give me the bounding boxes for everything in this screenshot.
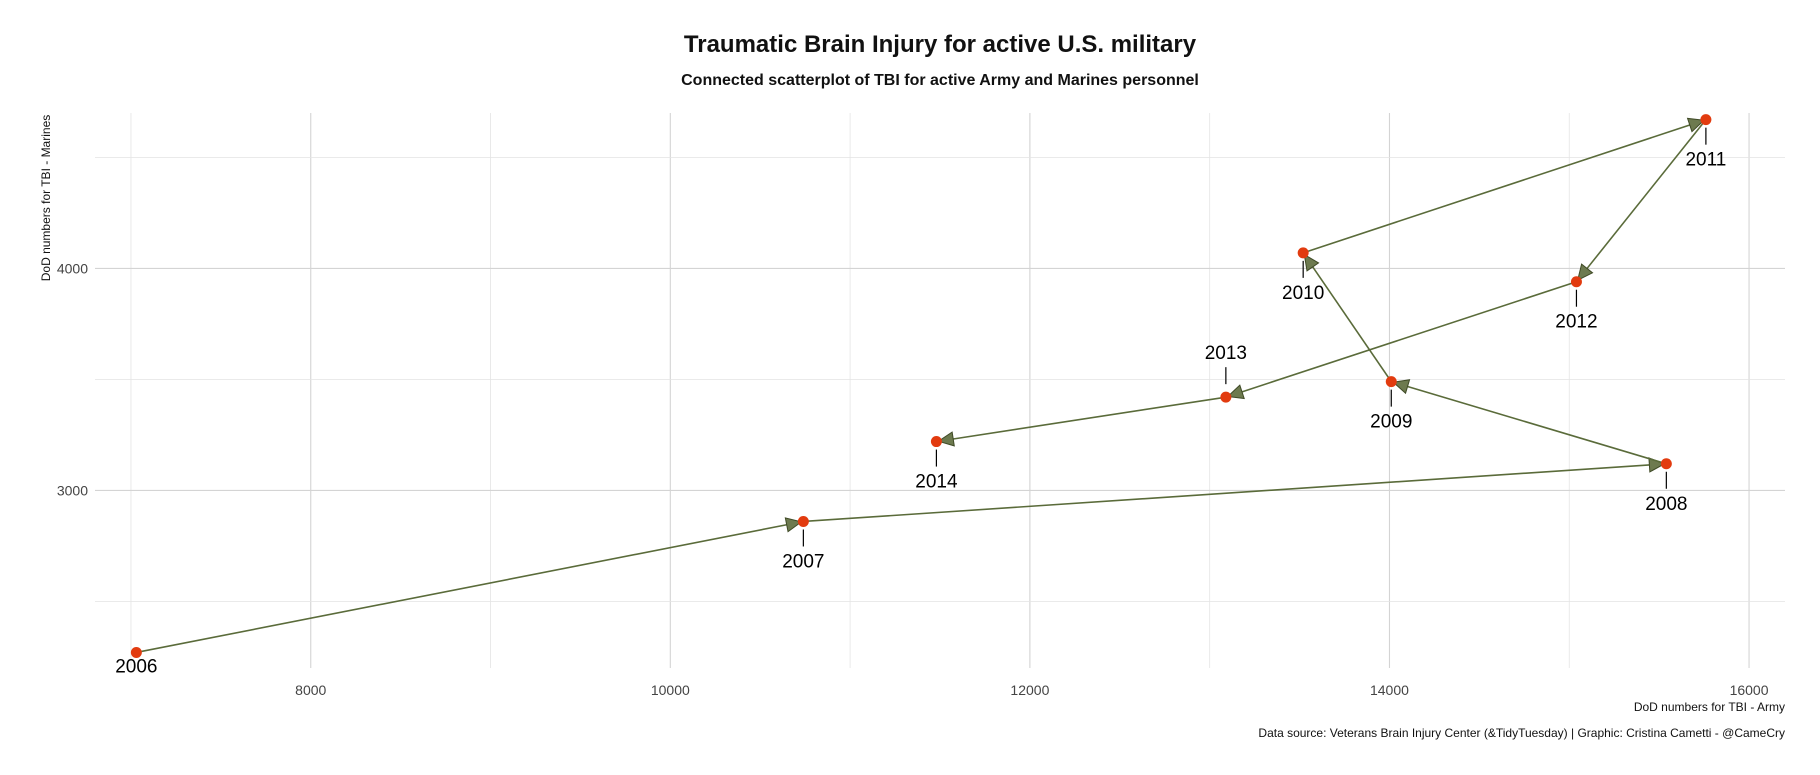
- chart-subtitle: Connected scatterplot of TBI for active …: [681, 72, 1199, 89]
- axis-ticks: 8000 10000 12000 14000 16000 3000 4000: [57, 260, 1769, 698]
- data-point-2010: [1297, 247, 1309, 259]
- point-label-2013: 2013: [1205, 343, 1247, 364]
- point-label-2012: 2012: [1555, 312, 1597, 333]
- data-point-2009: [1385, 376, 1397, 388]
- x-tick-label: 12000: [1010, 682, 1049, 698]
- grid: [95, 113, 1785, 668]
- connector-segment: [953, 396, 1226, 440]
- connector-segment: [1241, 280, 1577, 393]
- chart-title: Traumatic Brain Injury for active U.S. m…: [684, 31, 1197, 58]
- point-label-2014: 2014: [915, 472, 958, 493]
- arrow-head: [1576, 263, 1594, 282]
- y-axis-title: DoD numbers for TBI - Marines: [39, 115, 53, 282]
- x-tick-label: 14000: [1370, 682, 1409, 698]
- connector-segment: [1302, 124, 1691, 254]
- point-label-2006: 2006: [115, 656, 157, 677]
- connector-segment: [136, 523, 787, 654]
- arrow-head: [1303, 253, 1320, 272]
- point-label-2007: 2007: [782, 551, 824, 572]
- caption: Data source: Veterans Brain Injury Cente…: [1258, 726, 1785, 740]
- connector-segment: [1586, 119, 1707, 269]
- y-tick-label: 3000: [57, 482, 88, 498]
- data-point-2012: [1570, 276, 1582, 288]
- y-tick-label: 4000: [57, 260, 88, 276]
- data-point-2008: [1660, 458, 1672, 470]
- point-label-2011: 2011: [1685, 150, 1726, 171]
- data-point-2006: [130, 646, 142, 658]
- arrow-head: [784, 517, 803, 533]
- arrow-head: [937, 431, 955, 447]
- point-labels: 2006 2007 2008 2009 2010 2011 2012 2013 2014: [115, 127, 1726, 677]
- point-label-2010: 2010: [1282, 283, 1324, 304]
- connector-segment: [1312, 266, 1392, 383]
- point-label-2008: 2008: [1645, 494, 1687, 515]
- point-label-2009: 2009: [1370, 412, 1412, 433]
- arrow-head: [1226, 384, 1245, 400]
- connector-segment: [803, 464, 1650, 523]
- data-point-2011: [1700, 114, 1712, 126]
- data-points: [130, 114, 1712, 658]
- connection-path: [136, 117, 1707, 654]
- x-axis-title: DoD numbers for TBI - Army: [1634, 700, 1785, 714]
- arrow-head: [1392, 379, 1411, 395]
- x-tick-label: 8000: [295, 682, 326, 698]
- x-tick-label: 10000: [651, 682, 690, 698]
- data-point-2013: [1220, 391, 1232, 403]
- arrow-head: [1686, 117, 1706, 133]
- x-tick-label: 16000: [1730, 682, 1769, 698]
- connector-segment: [1407, 385, 1667, 465]
- data-point-2014: [930, 436, 942, 448]
- data-point-2007: [797, 515, 809, 527]
